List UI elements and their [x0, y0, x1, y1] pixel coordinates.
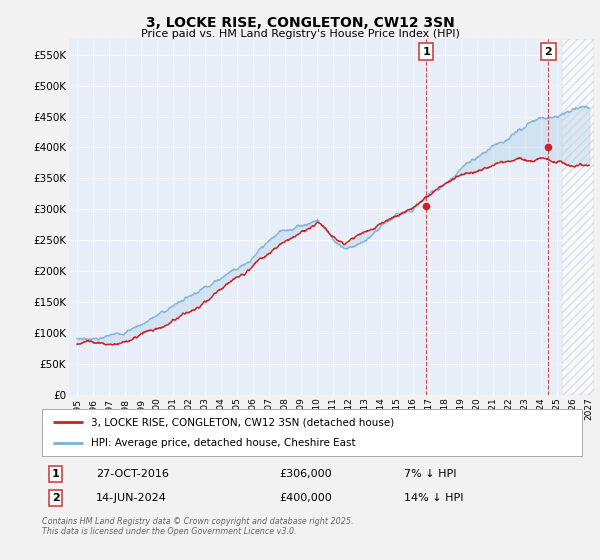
Text: Price paid vs. HM Land Registry's House Price Index (HPI): Price paid vs. HM Land Registry's House …: [140, 29, 460, 39]
Text: 7% ↓ HPI: 7% ↓ HPI: [404, 469, 457, 479]
Text: 27-OCT-2016: 27-OCT-2016: [96, 469, 169, 479]
Text: 14% ↓ HPI: 14% ↓ HPI: [404, 493, 463, 503]
Text: 14-JUN-2024: 14-JUN-2024: [96, 493, 167, 503]
Text: £306,000: £306,000: [280, 469, 332, 479]
Text: HPI: Average price, detached house, Cheshire East: HPI: Average price, detached house, Ches…: [91, 438, 355, 448]
Text: 2: 2: [52, 493, 59, 503]
Text: 3, LOCKE RISE, CONGLETON, CW12 3SN (detached house): 3, LOCKE RISE, CONGLETON, CW12 3SN (deta…: [91, 417, 394, 427]
Text: 1: 1: [422, 46, 430, 57]
Text: £400,000: £400,000: [280, 493, 332, 503]
Text: Contains HM Land Registry data © Crown copyright and database right 2025.
This d: Contains HM Land Registry data © Crown c…: [42, 517, 353, 536]
Text: 2: 2: [545, 46, 552, 57]
Text: 3, LOCKE RISE, CONGLETON, CW12 3SN: 3, LOCKE RISE, CONGLETON, CW12 3SN: [146, 16, 454, 30]
Text: 1: 1: [52, 469, 59, 479]
